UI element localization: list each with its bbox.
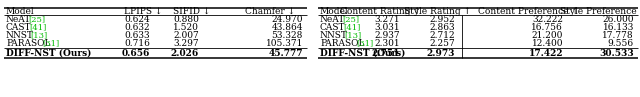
Text: DIFF-NST (Ours): DIFF-NST (Ours): [6, 48, 92, 58]
Text: 2.301: 2.301: [374, 39, 400, 48]
Text: CAST: CAST: [6, 23, 31, 32]
Text: Content Rating ↑: Content Rating ↑: [340, 7, 420, 16]
Text: 26.000: 26.000: [602, 15, 634, 24]
Text: Content Preference ↑: Content Preference ↑: [477, 7, 579, 16]
Text: 0.880: 0.880: [173, 15, 199, 24]
Text: 16.133: 16.133: [603, 23, 634, 32]
Text: 17.778: 17.778: [602, 31, 634, 40]
Text: 0.656: 0.656: [122, 48, 150, 58]
Text: 1.520: 1.520: [173, 23, 199, 32]
Text: [41]: [41]: [343, 23, 360, 32]
Text: Model: Model: [320, 7, 349, 16]
Text: 0.716: 0.716: [124, 39, 150, 48]
Text: 0.632: 0.632: [124, 23, 150, 32]
Text: 30.533: 30.533: [599, 48, 634, 58]
Text: PARASOL: PARASOL: [6, 39, 51, 48]
Text: Model: Model: [6, 7, 35, 16]
Text: 21.200: 21.200: [532, 31, 563, 40]
Text: 0.633: 0.633: [124, 31, 150, 40]
Text: [31]: [31]: [42, 39, 60, 48]
Text: 12.400: 12.400: [531, 39, 563, 48]
Text: 2.973: 2.973: [426, 48, 455, 58]
Text: Style Rating ↑: Style Rating ↑: [404, 7, 472, 16]
Text: 105.371: 105.371: [266, 39, 303, 48]
Text: [31]: [31]: [356, 39, 373, 48]
Text: 45.777: 45.777: [269, 48, 303, 58]
Text: 2.007: 2.007: [173, 31, 199, 40]
Text: 3.271: 3.271: [374, 15, 400, 24]
Text: [41]: [41]: [29, 23, 46, 32]
Text: NNST: NNST: [320, 31, 348, 40]
Text: 2.751: 2.751: [372, 48, 400, 58]
Text: PARASOL: PARASOL: [320, 39, 365, 48]
Text: 2.952: 2.952: [429, 15, 455, 24]
Text: 2.863: 2.863: [429, 23, 455, 32]
Text: [25]: [25]: [342, 16, 359, 23]
Text: 3.031: 3.031: [374, 23, 400, 32]
Text: CAST: CAST: [320, 23, 346, 32]
Text: NNST: NNST: [6, 31, 34, 40]
Text: 53.328: 53.328: [271, 31, 303, 40]
Text: 2.257: 2.257: [429, 39, 455, 48]
Text: [13]: [13]: [344, 32, 361, 39]
Text: 16.756: 16.756: [531, 23, 563, 32]
Text: Chamfer ↓: Chamfer ↓: [245, 7, 295, 16]
Text: 17.422: 17.422: [529, 48, 563, 58]
Text: 2.937: 2.937: [374, 31, 400, 40]
Text: NeAT: NeAT: [6, 15, 31, 24]
Text: DIFF-NST (Ours): DIFF-NST (Ours): [320, 48, 405, 58]
Text: 0.624: 0.624: [124, 15, 150, 24]
Text: 24.970: 24.970: [271, 15, 303, 24]
Text: [25]: [25]: [28, 16, 45, 23]
Text: NeAT: NeAT: [320, 15, 345, 24]
Text: 2.712: 2.712: [429, 31, 455, 40]
Text: SIFID ↓: SIFID ↓: [173, 7, 211, 16]
Text: 2.026: 2.026: [171, 48, 199, 58]
Text: 43.864: 43.864: [271, 23, 303, 32]
Text: Style Preference ↑: Style Preference ↑: [561, 7, 640, 16]
Text: 9.556: 9.556: [608, 39, 634, 48]
Text: [13]: [13]: [30, 32, 47, 39]
Text: 32.222: 32.222: [532, 15, 563, 24]
Text: 3.297: 3.297: [173, 39, 199, 48]
Text: LPIPS ↓: LPIPS ↓: [124, 7, 162, 16]
